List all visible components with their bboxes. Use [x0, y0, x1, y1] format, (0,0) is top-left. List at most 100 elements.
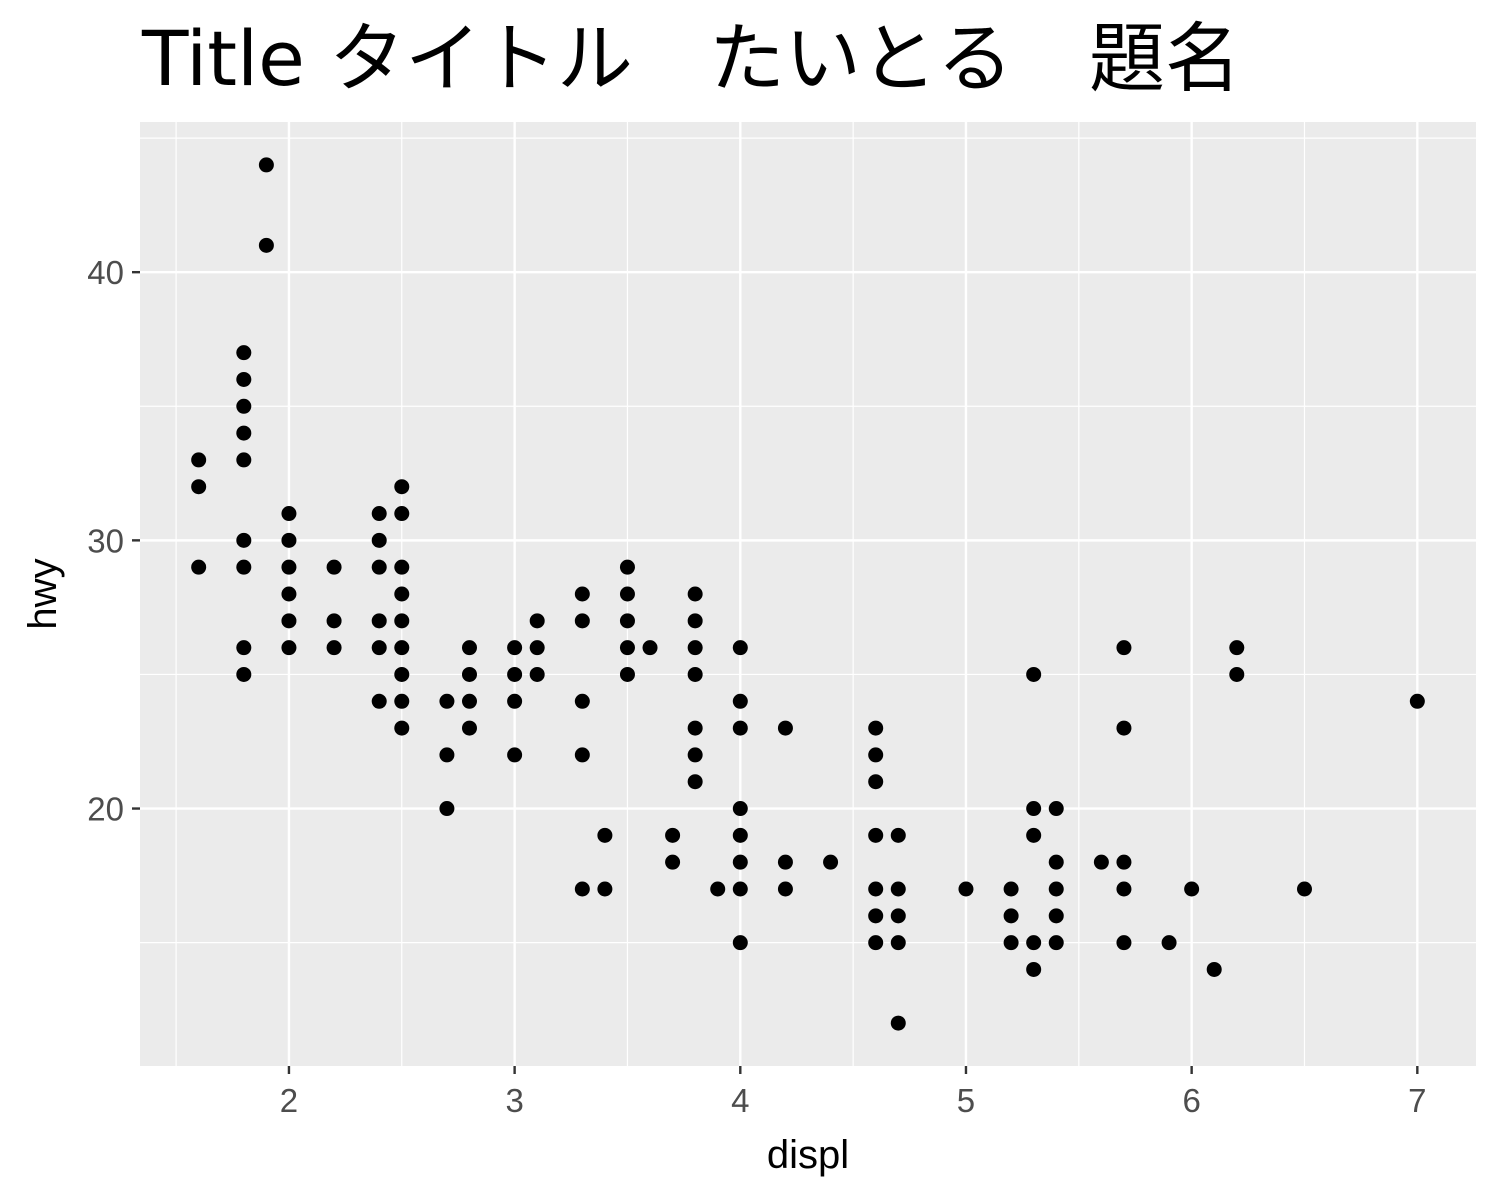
data-point — [529, 613, 545, 629]
data-point — [597, 827, 613, 843]
data-point — [394, 613, 410, 629]
data-point — [281, 506, 297, 522]
data-point — [507, 747, 523, 763]
data-point — [507, 666, 523, 682]
data-point — [1116, 854, 1132, 870]
data-point — [281, 640, 297, 656]
data-point — [732, 801, 748, 817]
data-point — [507, 693, 523, 709]
data-point — [236, 371, 252, 387]
data-point — [1161, 935, 1177, 951]
x-tick-label: 4 — [731, 1082, 749, 1119]
plot-panel — [140, 122, 1476, 1066]
data-point — [890, 908, 906, 924]
data-point — [665, 827, 681, 843]
data-point — [394, 720, 410, 736]
data-point — [687, 747, 703, 763]
y-tick-label: 40 — [87, 254, 124, 291]
data-point — [642, 640, 658, 656]
data-point — [1048, 854, 1064, 870]
data-point — [1229, 666, 1245, 682]
data-point — [1116, 881, 1132, 897]
data-point — [1093, 854, 1109, 870]
y-tick-label: 20 — [87, 791, 124, 828]
data-point — [619, 586, 635, 602]
data-point — [1116, 935, 1132, 951]
data-point — [1409, 693, 1425, 709]
data-point — [394, 559, 410, 575]
data-point — [732, 854, 748, 870]
data-point — [1026, 827, 1042, 843]
data-point — [1116, 640, 1132, 656]
data-point — [258, 237, 274, 253]
data-point — [868, 827, 884, 843]
data-point — [371, 559, 387, 575]
data-point — [665, 854, 681, 870]
data-point — [439, 693, 455, 709]
data-point — [258, 157, 274, 173]
data-point — [1206, 961, 1222, 977]
data-point — [868, 935, 884, 951]
data-point — [326, 640, 342, 656]
data-point — [687, 640, 703, 656]
data-point — [1003, 908, 1019, 924]
data-point — [777, 720, 793, 736]
data-point — [236, 452, 252, 468]
data-point — [619, 666, 635, 682]
data-point — [394, 693, 410, 709]
data-point — [868, 774, 884, 790]
major-gridlines — [140, 122, 1476, 1066]
data-point — [619, 640, 635, 656]
x-tick-label: 3 — [505, 1082, 523, 1119]
data-point — [236, 398, 252, 414]
data-point — [777, 881, 793, 897]
data-point — [191, 452, 207, 468]
data-point — [890, 827, 906, 843]
data-point — [529, 666, 545, 682]
data-point — [1116, 720, 1132, 736]
data-point — [823, 854, 839, 870]
data-point — [236, 666, 252, 682]
data-point — [326, 559, 342, 575]
data-point — [958, 881, 974, 897]
data-point — [1026, 801, 1042, 817]
data-point — [619, 613, 635, 629]
data-point — [574, 881, 590, 897]
data-point — [574, 613, 590, 629]
data-point — [890, 935, 906, 951]
data-point — [1003, 935, 1019, 951]
data-point — [236, 559, 252, 575]
data-point — [371, 640, 387, 656]
data-point — [281, 586, 297, 602]
data-point — [461, 693, 477, 709]
y-axis: 20 30 40 — [87, 254, 140, 828]
data-point — [461, 720, 477, 736]
data-point — [394, 479, 410, 495]
data-point — [281, 613, 297, 629]
data-point — [574, 586, 590, 602]
data-point — [529, 640, 545, 656]
y-axis-title: hwy — [21, 558, 65, 629]
data-point — [236, 425, 252, 441]
data-point — [394, 586, 410, 602]
x-tick-label: 5 — [957, 1082, 975, 1119]
data-point — [1026, 666, 1042, 682]
data-point — [732, 935, 748, 951]
data-points — [191, 157, 1425, 1031]
data-point — [326, 613, 342, 629]
data-point — [371, 506, 387, 522]
data-point — [868, 720, 884, 736]
data-point — [191, 479, 207, 495]
x-tick-label: 7 — [1408, 1082, 1426, 1119]
data-point — [1296, 881, 1312, 897]
data-point — [461, 666, 477, 682]
data-point — [687, 774, 703, 790]
data-point — [574, 693, 590, 709]
data-point — [461, 640, 477, 656]
data-point — [1026, 935, 1042, 951]
data-point — [868, 908, 884, 924]
x-axis: 2 3 4 5 6 7 — [280, 1066, 1427, 1119]
data-point — [597, 881, 613, 897]
data-point — [371, 693, 387, 709]
data-point — [281, 559, 297, 575]
